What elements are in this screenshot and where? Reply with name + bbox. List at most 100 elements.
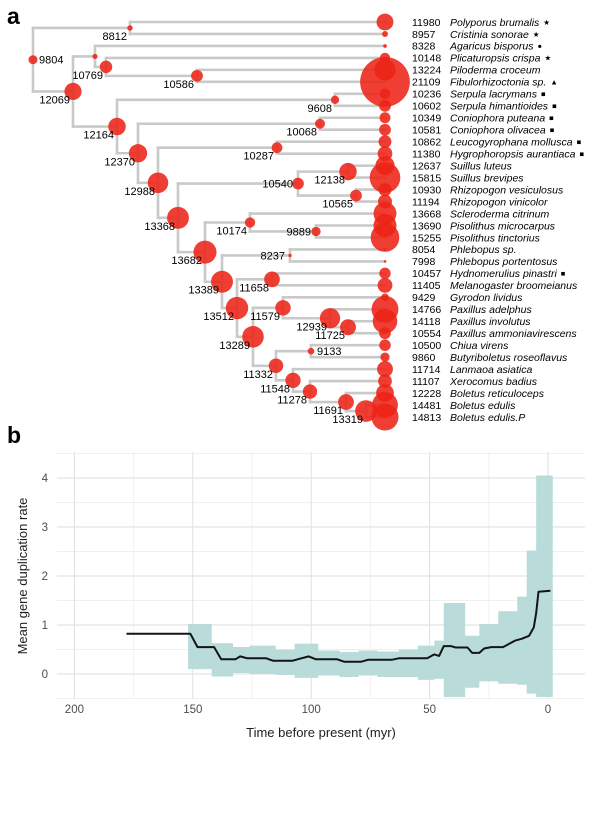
node-support-label: 12939 xyxy=(296,321,327,333)
internal-node-circle xyxy=(288,253,292,258)
tip-gene-count: 21109 xyxy=(412,77,441,89)
panel-b-label: b xyxy=(7,422,22,448)
tip-gene-count: 12637 xyxy=(412,160,441,172)
internal-node-circle xyxy=(127,25,133,31)
tip-species-name: Hygrophoropsis aurantiaca xyxy=(450,148,576,160)
node-support-label: 11658 xyxy=(239,282,269,294)
rate-line xyxy=(126,589,551,663)
tip-species-name: Agaricus bisporus xyxy=(449,41,534,53)
tip-gene-count: 11380 xyxy=(412,148,441,160)
tip-label: 11380 Hygrophoropsis aurantiaca ■ xyxy=(412,148,585,160)
tip-gene-count: 11980 xyxy=(412,17,441,29)
tip-label: 10862 Leucogyrophana mollusca ■ xyxy=(412,137,582,149)
tip-gene-count: 10581 xyxy=(412,125,441,137)
node-support-label: 9889 xyxy=(287,226,311,238)
tip-gene-count: 10930 xyxy=(412,184,441,196)
tip-gene-count: 14766 xyxy=(412,304,441,316)
node-support-label: 8812 xyxy=(103,31,127,43)
triangle-marker-icon: ▲ xyxy=(550,78,557,87)
square-marker-icon: ■ xyxy=(580,149,585,158)
square-marker-icon: ■ xyxy=(550,126,555,135)
node-support-label: 10540 xyxy=(262,179,293,191)
tip-species-name: Rhizopogon vinicolor xyxy=(450,196,548,208)
tip-label: 8328 Agaricus bisporus ● xyxy=(412,41,542,53)
tip-label: 10236 Serpula lacrymans ■ xyxy=(412,89,546,101)
y-tick-label: 2 xyxy=(42,571,48,583)
tip-label: 10457 Hydnomerulius pinastri ■ xyxy=(412,268,566,280)
internal-node-circle xyxy=(167,206,189,229)
tip-species-name: Phlebopus portentosus xyxy=(450,256,558,268)
tip-species-name: Phlebopus sp. xyxy=(450,244,517,256)
internal-node-circle xyxy=(311,226,321,237)
dot-marker-icon: ● xyxy=(537,42,542,51)
tip-species-name: Cristinia sonorae xyxy=(450,29,529,41)
tip-gene-count: 14481 xyxy=(412,400,441,412)
tip-label: 9429 Gyrodon lividus xyxy=(412,292,523,304)
star-marker-icon: ★ xyxy=(544,54,551,63)
internal-node-circle xyxy=(285,372,301,388)
node-support-label: 10586 xyxy=(163,79,194,91)
node-support-label: 12164 xyxy=(83,130,114,142)
node-support-label: 12138 xyxy=(314,175,345,187)
tip-gene-count: 10554 xyxy=(412,328,441,340)
tip-species-name: Leucogyrophana mollusca xyxy=(450,137,573,149)
tip-label: 10581 Coniophora olivacea ■ xyxy=(412,125,555,137)
tip-species-name: Paxillus involutus xyxy=(450,316,531,328)
tip-gene-count: 10148 xyxy=(412,53,441,65)
square-marker-icon: ■ xyxy=(541,90,546,99)
tip-circle xyxy=(378,183,392,197)
node-support-label: 10565 xyxy=(322,199,353,211)
node-support-label: 13389 xyxy=(188,285,219,297)
tip-label: 13690 Pisolithus microcarpus xyxy=(412,220,556,232)
tip-species-name: Paxillus ammoniavirescens xyxy=(450,328,577,340)
tip-species-name: Serpula himantioides xyxy=(450,101,549,113)
x-tick-label: 50 xyxy=(423,704,436,716)
tip-circle xyxy=(377,361,393,378)
tip-label: 7998 Phlebopus portentosus xyxy=(412,256,558,268)
internal-node-circle xyxy=(271,142,283,154)
node-support-label: 10287 xyxy=(243,151,274,163)
tip-circle xyxy=(360,56,410,107)
square-marker-icon: ■ xyxy=(577,138,582,147)
tip-gene-count: 10236 xyxy=(412,89,441,101)
tip-label: 11194 Rhizopogon vinicolor xyxy=(412,196,548,208)
tip-species-name: Piloderma croceum xyxy=(450,65,541,77)
y-axis-title: Mean gene duplication rate xyxy=(15,498,30,655)
tip-label: 10500 Chiua virens xyxy=(412,340,509,352)
tip-gene-count: 8054 xyxy=(412,244,436,256)
internal-node-circle xyxy=(225,296,249,320)
internal-node-circle xyxy=(147,172,169,194)
tip-gene-count: 14813 xyxy=(412,412,441,424)
node-support-label: 10068 xyxy=(286,127,317,139)
tip-circle xyxy=(379,88,391,100)
internal-node-circle xyxy=(315,118,325,129)
node-support-label: 11725 xyxy=(315,330,345,342)
x-axis-title: Time before present (myr) xyxy=(246,725,396,740)
tip-label: 15815 Suillus brevipes xyxy=(412,172,524,184)
node-support-label: 10769 xyxy=(72,70,103,82)
internal-node-circle xyxy=(268,358,284,374)
internal-node-circle xyxy=(211,270,233,293)
square-marker-icon: ■ xyxy=(552,102,557,111)
tip-label: 8054 Phlebopus sp. xyxy=(412,244,517,256)
node-support-label: 11278 xyxy=(277,395,307,407)
internal-node-circle xyxy=(108,117,126,136)
duplication-rate-chart-panel: 200 150 100 50 0 0 1 2 3 4 Time before present (m… xyxy=(15,452,585,740)
tip-gene-count: 13224 xyxy=(412,65,441,77)
tip-circle xyxy=(370,223,400,252)
tip-circle xyxy=(379,112,391,124)
tip-gene-count: 13690 xyxy=(412,220,441,232)
tip-label: 11405 Melanogaster broomeianus xyxy=(412,280,578,292)
tip-label: 14766 Paxillus adelphus xyxy=(412,304,532,316)
tip-label: 10554 Paxillus ammoniavirescens xyxy=(412,328,577,340)
tip-label: 11980 Polyporus brumalis ★ xyxy=(412,17,550,29)
tip-circle xyxy=(378,374,392,388)
node-support-label: 12069 xyxy=(39,94,70,106)
node-support-label: 11579 xyxy=(250,311,280,323)
tip-label: 8957 Cristinia sonorae ★ xyxy=(412,29,540,41)
tip-gene-count: 11714 xyxy=(412,364,441,376)
tip-gene-count: 10500 xyxy=(412,340,441,352)
tip-gene-count: 7998 xyxy=(412,256,436,268)
internal-node-circle xyxy=(319,308,341,329)
tip-species-name: Pisolithus microcarpus xyxy=(450,220,556,232)
